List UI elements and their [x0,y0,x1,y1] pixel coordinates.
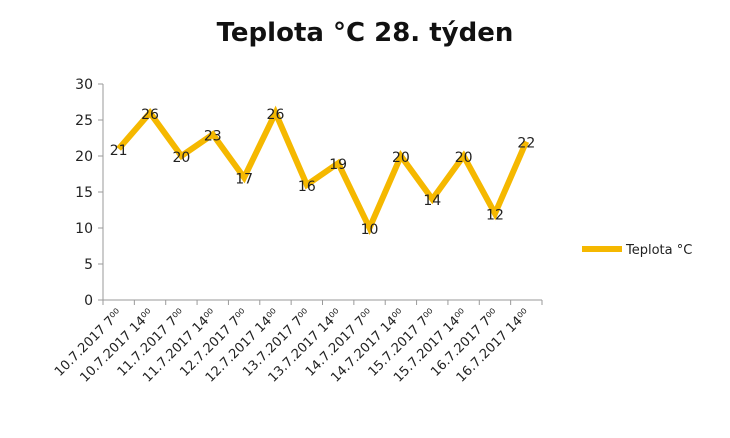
data-label: 21 [110,143,128,159]
y-tick-label: 30 [75,77,93,93]
data-label: 10 [361,222,379,238]
y-tick-label: 10 [75,221,93,237]
data-label: 20 [172,150,190,166]
data-label: 26 [141,107,159,123]
data-label: 12 [486,208,504,224]
y-tick-label: 5 [84,257,93,273]
y-tick-label: 25 [75,113,93,129]
data-label: 19 [329,157,347,173]
y-tick-label: 20 [75,149,93,165]
legend-label: Teplota °C [625,243,692,258]
data-label: 17 [235,172,253,188]
data-label: 26 [267,107,285,123]
y-tick-label: 0 [84,293,93,309]
data-label: 22 [517,136,535,152]
data-label: 14 [423,193,441,209]
data-label: 20 [392,150,410,166]
data-label: 20 [455,150,473,166]
series-line [116,105,530,236]
data-label: 16 [298,179,316,195]
chart-title: Teplota °C 28. týden [216,18,514,48]
data-label: 23 [204,128,222,144]
y-tick-label: 15 [75,185,93,201]
